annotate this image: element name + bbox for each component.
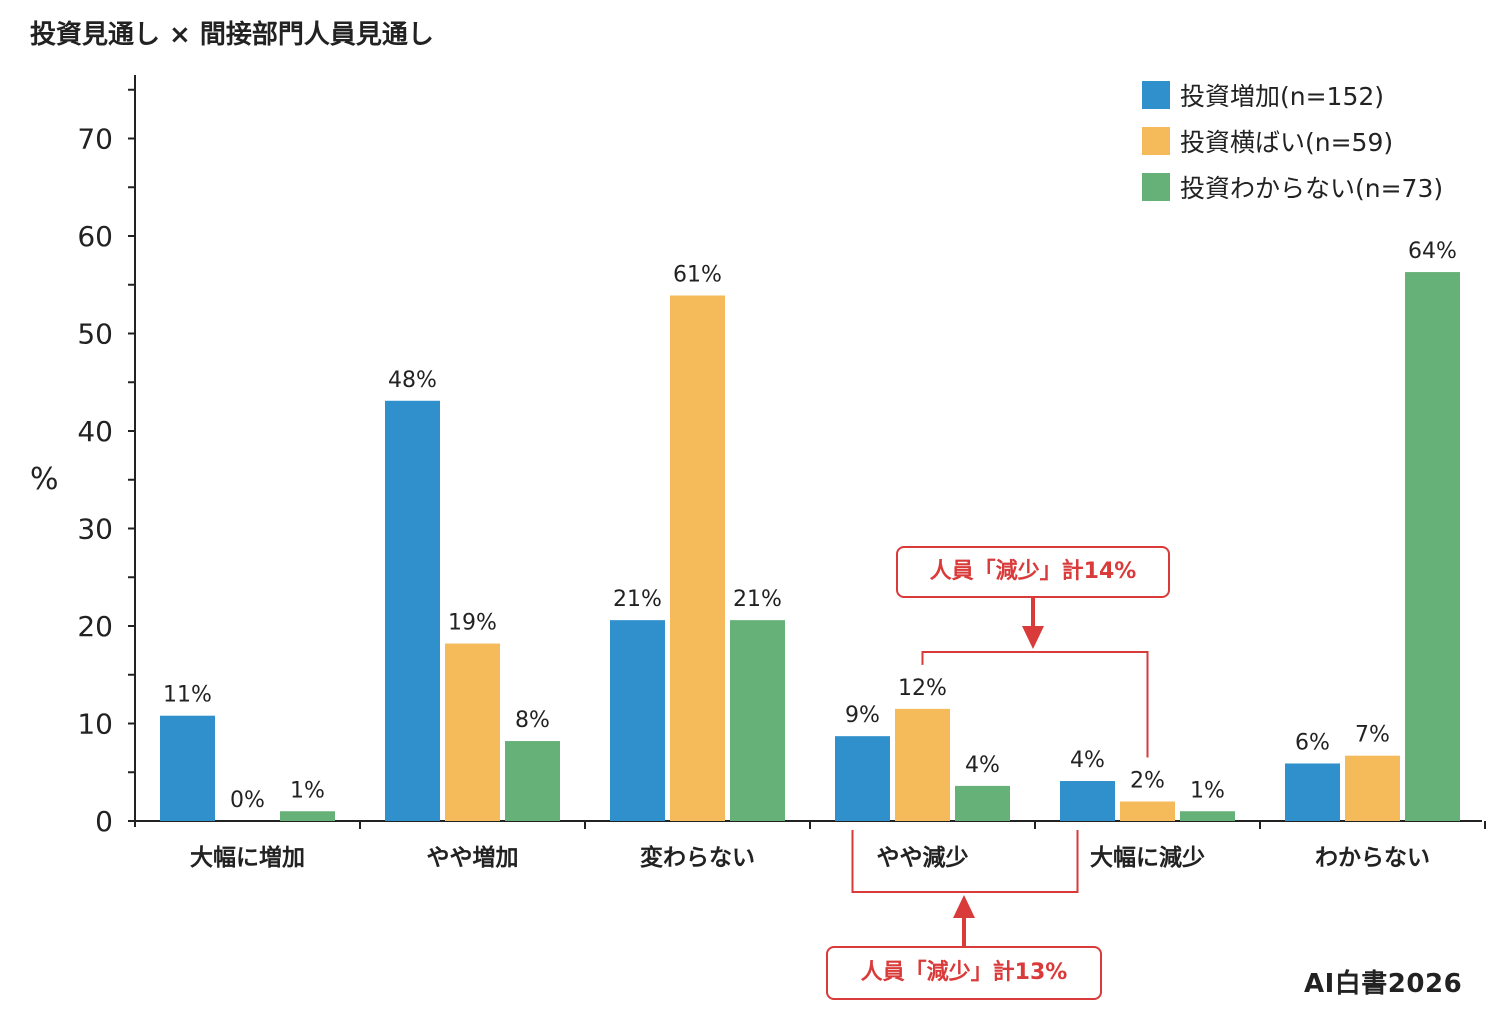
legend: 投資増加(n=152) 投資横ばい(n=59) 投資わからない(n=73) bbox=[1142, 72, 1443, 210]
data-label: 1% bbox=[290, 778, 325, 803]
x-tick-label: 大幅に増加 bbox=[190, 844, 305, 871]
data-label: 64% bbox=[1408, 239, 1457, 264]
arrow-down-icon bbox=[1022, 626, 1044, 649]
data-label: 6% bbox=[1295, 730, 1330, 755]
bar bbox=[670, 295, 725, 822]
x-tick-label: わからない bbox=[1315, 845, 1430, 871]
bar bbox=[730, 620, 785, 821]
data-label: 19% bbox=[448, 611, 497, 636]
data-label: 12% bbox=[898, 676, 947, 701]
bracket-bottom bbox=[851, 830, 1079, 893]
data-label: 8% bbox=[515, 708, 550, 733]
data-label: 11% bbox=[163, 683, 212, 708]
axes: 0 10 20 30 40 50 60 70 bbox=[77, 75, 1486, 838]
y-tick-label: 0 bbox=[95, 805, 113, 838]
legend-item-unknown: 投資わからない(n=73) bbox=[1142, 164, 1443, 210]
data-label: 9% bbox=[845, 703, 880, 728]
bar bbox=[160, 715, 215, 821]
x-tick-label: 変わらない bbox=[640, 844, 755, 871]
annotation-brackets bbox=[851, 598, 1149, 946]
arrow-up-icon bbox=[953, 895, 975, 918]
bar bbox=[1345, 755, 1400, 821]
bars bbox=[160, 272, 1460, 822]
data-label: 0% bbox=[230, 788, 265, 813]
legend-swatch bbox=[1142, 173, 1170, 201]
bar bbox=[445, 643, 500, 821]
bar bbox=[1285, 763, 1340, 821]
data-label: 4% bbox=[1070, 748, 1105, 773]
legend-label: 投資わからない(n=73) bbox=[1180, 174, 1444, 203]
bar bbox=[385, 400, 440, 821]
data-label: 2% bbox=[1130, 769, 1165, 794]
legend-item-flat: 投資横ばい(n=59) bbox=[1142, 118, 1443, 164]
bar bbox=[1060, 781, 1115, 821]
data-label: 21% bbox=[733, 587, 782, 612]
y-axis-unit: % bbox=[30, 462, 59, 497]
y-tick-label: 30 bbox=[77, 513, 113, 546]
bar bbox=[1180, 811, 1235, 821]
data-label: 48% bbox=[388, 368, 437, 393]
bar bbox=[610, 620, 665, 821]
legend-item-increase: 投資増加(n=152) bbox=[1142, 72, 1443, 118]
data-label: 21% bbox=[613, 587, 662, 612]
legend-swatch bbox=[1142, 81, 1170, 109]
legend-swatch bbox=[1142, 127, 1170, 155]
y-tick-label: 60 bbox=[77, 220, 113, 253]
data-label: 7% bbox=[1355, 723, 1390, 748]
bar bbox=[1120, 801, 1175, 821]
x-tick-labels: 大幅に増加 やや増加 変わらない やや減少 大幅に減少 わからない bbox=[190, 844, 1430, 871]
data-label: 61% bbox=[673, 262, 722, 287]
bar bbox=[505, 741, 560, 821]
x-tick-label: やや増加 bbox=[427, 844, 519, 871]
y-tick-label: 70 bbox=[77, 123, 113, 156]
bar bbox=[1405, 272, 1460, 821]
chart-title: 投資見通し × 間接部門人員見通し bbox=[30, 20, 434, 50]
legend-label: 投資増加(n=152) bbox=[1180, 82, 1385, 111]
bar bbox=[280, 811, 335, 821]
x-tick-label: やや減少 bbox=[877, 845, 969, 871]
value-labels: 11% 0% 1% 48% 19% 8% 21% 61% 21% 9% 12% 4% 4% 2% 1% 6% 7… bbox=[163, 239, 1457, 813]
watermark: AI白書2026 bbox=[1304, 969, 1463, 999]
bar bbox=[895, 708, 950, 821]
bar bbox=[835, 736, 890, 821]
bar bbox=[955, 785, 1010, 821]
bracket-top bbox=[921, 651, 1149, 758]
y-tick-label: 10 bbox=[77, 708, 113, 741]
annotation-callout-top: 人員「減少」計14% bbox=[896, 546, 1170, 598]
x-tick-label: 大幅に減少 bbox=[1090, 845, 1205, 871]
legend-label: 投資横ばい(n=59) bbox=[1180, 128, 1394, 157]
y-tick-label: 50 bbox=[77, 318, 113, 351]
data-label: 1% bbox=[1190, 778, 1225, 803]
y-tick-label: 40 bbox=[77, 415, 113, 448]
y-tick-label: 20 bbox=[77, 610, 113, 643]
data-label: 4% bbox=[965, 753, 1000, 778]
annotation-callout-bottom: 人員「減少」計13% bbox=[826, 946, 1102, 1000]
